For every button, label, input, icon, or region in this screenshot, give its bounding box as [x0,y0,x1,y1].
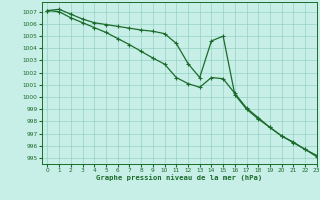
X-axis label: Graphe pression niveau de la mer (hPa): Graphe pression niveau de la mer (hPa) [96,175,262,181]
